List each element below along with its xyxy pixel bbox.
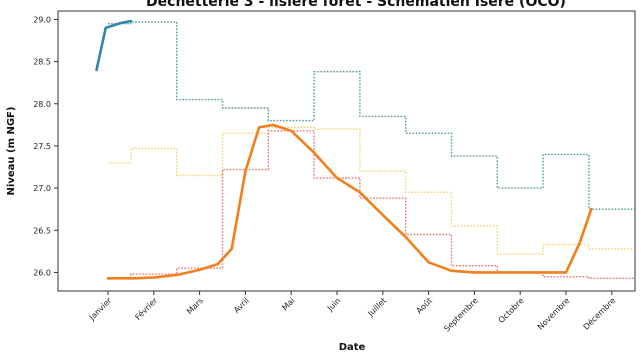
series-layer <box>95 19 635 280</box>
y-tick-label-0: 26.0 <box>33 268 51 277</box>
chart-title: Déchetterie 3 - lisière forêt - Schémati… <box>146 0 566 10</box>
x-axis-label: Date <box>339 342 366 353</box>
series-line-3 <box>106 123 593 280</box>
x-tick-label-10: Novembre <box>536 296 572 332</box>
plot-area <box>57 10 636 292</box>
x-tick-label-3: Avril <box>232 296 251 315</box>
x-tick-label-8: Septembre <box>442 296 480 334</box>
y-tick-label-6: 29.0 <box>33 15 51 24</box>
x-axis: Janvier Février Mars Avril Mai Juin Juillet Aoû… <box>87 291 617 334</box>
x-tick-label-5: Juin <box>325 296 342 313</box>
x-tick-label-9: Octobre <box>497 296 526 325</box>
y-tick-label-2: 27.0 <box>33 184 51 193</box>
x-tick-label-4: Mai <box>280 296 296 312</box>
x-tick-label-2: Mars <box>185 296 205 316</box>
y-tick-label-3: 27.5 <box>33 142 51 151</box>
x-tick-label-11: Décembre <box>581 295 617 331</box>
series-step-0 <box>108 21 635 210</box>
series-line-4 <box>95 19 133 72</box>
y-axis-label: Niveau (m NGF) <box>6 107 17 196</box>
y-tick-label-1: 26.5 <box>33 226 51 235</box>
series-step-2 <box>108 130 635 279</box>
y-tick-label-5: 28.5 <box>33 58 51 67</box>
x-tick-label-0: Janvier <box>87 296 114 323</box>
x-tick-label-1: Février <box>133 295 160 322</box>
x-tick-label-6: Juillet <box>365 296 388 319</box>
y-axis: 26.0 26.5 27.0 27.5 28.0 28.5 29.0 <box>33 15 58 277</box>
x-tick-label-7: Août <box>415 296 434 315</box>
y-tick-label-4: 28.0 <box>33 100 51 109</box>
